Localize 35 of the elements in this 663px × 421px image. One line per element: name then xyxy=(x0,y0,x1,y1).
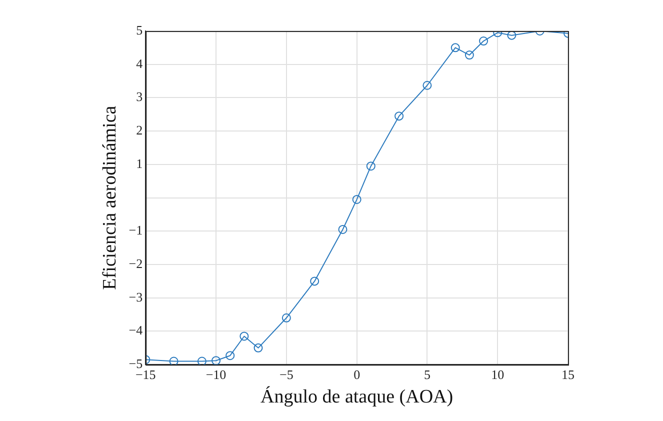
y-tick-label: −5 xyxy=(128,356,143,372)
x-tick-label: 0 xyxy=(354,366,360,382)
x-tick-label: −10 xyxy=(206,366,226,382)
point xyxy=(450,43,460,52)
y-tick-label: −4 xyxy=(128,322,144,338)
point xyxy=(282,313,291,322)
point xyxy=(169,356,178,365)
x-tick-label: 5 xyxy=(424,366,430,382)
x-axis-title: Ángulo de ataque (AOA) xyxy=(260,386,454,408)
point xyxy=(254,343,263,352)
point xyxy=(338,224,348,234)
y-tick-label: 4 xyxy=(136,56,144,71)
y-tick-label: −3 xyxy=(128,289,143,304)
y-axis-title: Eficiencia aerodinámica xyxy=(99,105,120,290)
point xyxy=(507,31,516,40)
y-tick-label: 1 xyxy=(136,156,143,171)
x-tick-label: 10 xyxy=(491,366,504,382)
point xyxy=(226,351,235,360)
x-tick-label: −5 xyxy=(280,366,294,382)
point xyxy=(212,356,221,365)
y-tick-label: 2 xyxy=(136,122,143,138)
point xyxy=(479,36,488,46)
point xyxy=(310,276,320,286)
point xyxy=(352,194,362,204)
point xyxy=(240,332,249,341)
y-tick-label: 5 xyxy=(136,22,143,38)
point xyxy=(464,50,474,60)
point xyxy=(366,162,376,171)
point xyxy=(197,356,206,365)
y-tick-label: 3 xyxy=(136,89,143,104)
y-tick-label: −2 xyxy=(128,256,143,271)
point xyxy=(394,112,404,121)
point xyxy=(422,80,432,90)
y-tick-label: −1 xyxy=(128,222,143,238)
x-tick-label: 15 xyxy=(562,366,574,382)
